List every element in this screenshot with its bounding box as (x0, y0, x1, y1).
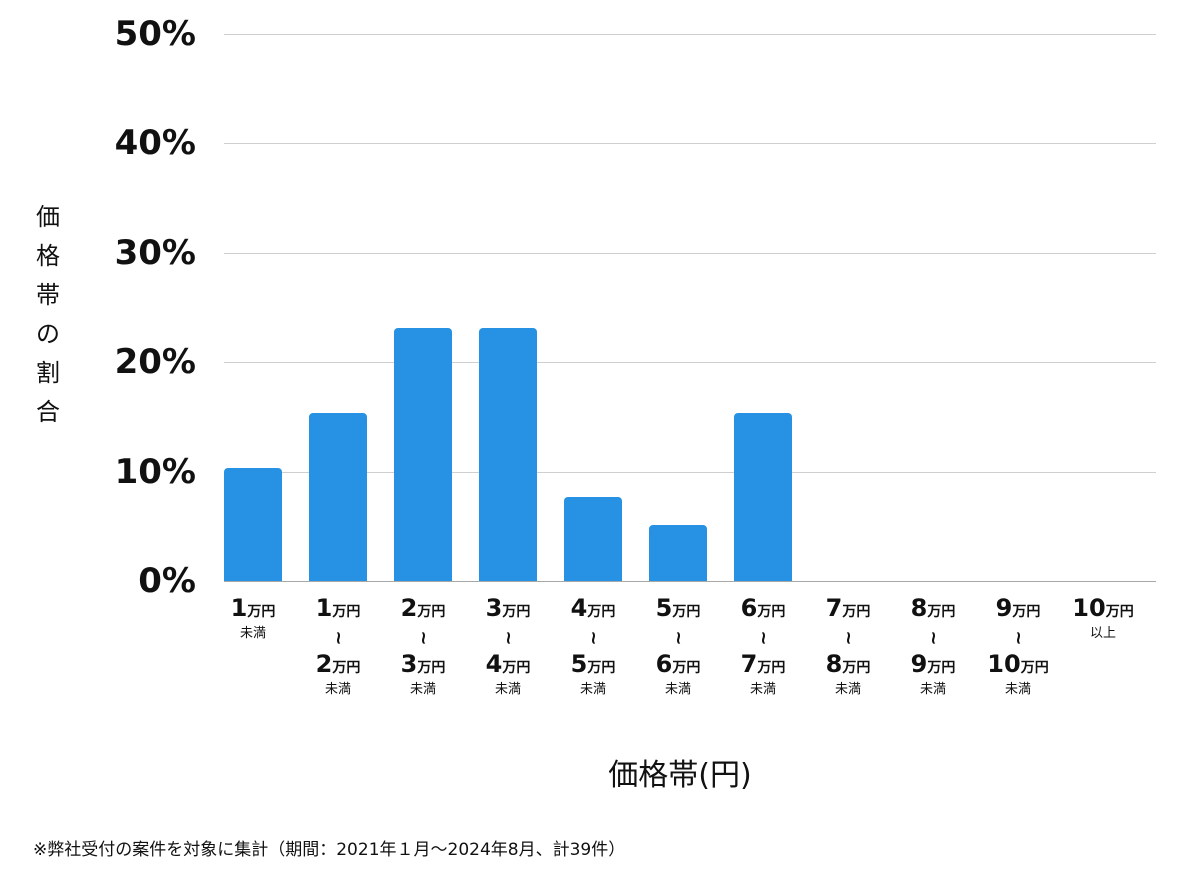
y-tick-label: 0% (138, 561, 196, 601)
gridline (224, 143, 1156, 145)
x-tick-label: 4万円 ~5万円 未満 (570, 594, 616, 697)
range-tilde: ~ (498, 630, 519, 646)
y-tick-label: 30% (114, 232, 196, 273)
range-tilde: ~ (583, 630, 604, 646)
y-tick-label: 40% (114, 123, 196, 164)
y-axis-title-char: 帯 (36, 281, 60, 309)
bar (309, 412, 367, 581)
bar (564, 496, 622, 581)
y-axis-title-char: 格 (36, 242, 60, 270)
range-tilde: ~ (753, 630, 774, 646)
x-tick-label: 8万円 ~9万円 未満 (910, 594, 956, 697)
x-axis-title: 価格帯(円) (608, 758, 752, 793)
gridline (224, 471, 1156, 473)
x-tick-label: 3万円 ~4万円 未満 (485, 594, 531, 697)
plot-area (224, 34, 1156, 582)
gridline (224, 34, 1156, 35)
y-tick-label: 20% (114, 342, 196, 383)
range-tilde: ~ (923, 630, 944, 646)
y-axis-title-char: 価 (36, 203, 60, 231)
bar (224, 468, 282, 581)
footnote: ※弊社受付の案件を対象に集計（期間：2021年１月〜2024年8月、計39件） (33, 840, 626, 860)
y-tick-label: 50% (114, 14, 196, 54)
gridline (224, 362, 1156, 364)
gridline (224, 581, 1156, 582)
y-axis-title-char: 割 (36, 359, 60, 387)
x-tick-label: 5万円 ~6万円 未満 (655, 594, 701, 697)
x-tick-label: 1万円 ~2万円 未満 (315, 594, 361, 697)
x-tick-label: 1万円 未満 (230, 594, 276, 641)
range-tilde: ~ (668, 630, 689, 646)
x-tick-label: 7万円 ~8万円 未満 (825, 594, 871, 697)
y-tick-label: 10% (114, 451, 196, 492)
y-axis-title-char: の (36, 320, 60, 348)
bar (649, 525, 707, 581)
x-tick-label: 6万円 ~7万円 未満 (740, 594, 786, 697)
y-axis-title: 価格帯の割合 (30, 198, 66, 432)
range-tilde: ~ (413, 630, 434, 646)
range-tilde: ~ (838, 630, 859, 646)
bar (394, 328, 452, 581)
x-tick-label: 9万円 ~10万円 未満 (987, 594, 1049, 697)
bar (479, 328, 537, 581)
range-tilde: ~ (1008, 630, 1029, 646)
x-tick-label: 2万円 ~3万円 未満 (400, 594, 446, 697)
y-axis-title-char: 合 (36, 398, 60, 426)
x-tick-label: 10万円 以上 (1072, 594, 1134, 641)
range-tilde: ~ (328, 630, 349, 646)
gridline (224, 252, 1156, 254)
bar (734, 412, 792, 581)
